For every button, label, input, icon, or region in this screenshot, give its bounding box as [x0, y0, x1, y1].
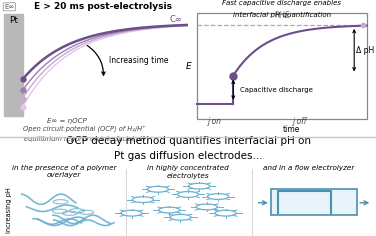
Text: Increasing time: Increasing time	[109, 56, 168, 65]
Bar	[271, 189, 357, 215]
Text: interfacial pH quantification: interfacial pH quantification	[233, 12, 331, 18]
Text: in the presence of a polymer
overlayer: in the presence of a polymer overlayer	[12, 165, 116, 178]
Text: Δ pH: Δ pH	[356, 46, 374, 55]
Text: E > 20 ms post-electrolysis: E > 20 ms post-electrolysis	[34, 2, 173, 11]
Text: RHE: RHE	[274, 11, 290, 20]
Text: increasing pH: increasing pH	[6, 187, 12, 233]
FancyArrowPatch shape	[87, 45, 105, 75]
Text: Pt: Pt	[9, 16, 18, 25]
Text: and in a flow electrolyzer: and in a flow electrolyzer	[262, 165, 354, 172]
Text: Pt gas diffusion electrodes...: Pt gas diffusion electrodes...	[114, 151, 262, 161]
Text: equilibrium reports on interfacial pH: equilibrium reports on interfacial pH	[24, 136, 145, 142]
Text: E∞: E∞	[4, 4, 15, 10]
Text: E∞ = ηOCP: E∞ = ηOCP	[47, 118, 87, 124]
Text: E: E	[185, 62, 191, 71]
Text: j off: j off	[293, 117, 307, 126]
Text: C∞: C∞	[170, 15, 182, 24]
Text: Open circuit potential (OCP) of H₂/H⁺: Open circuit potential (OCP) of H₂/H⁺	[23, 126, 146, 134]
Text: OCP decay method quantifies interfacial pH on: OCP decay method quantifies interfacial …	[65, 136, 311, 146]
Text: in highly concentrated
electrolytes: in highly concentrated electrolytes	[147, 165, 229, 179]
Text: time: time	[282, 125, 300, 134]
Bar	[4, 14, 23, 116]
Text: j on: j on	[208, 117, 222, 126]
Text: Capacitive discharge: Capacitive discharge	[241, 87, 313, 93]
Text: Fast capacitive discharge enables: Fast capacitive discharge enables	[223, 0, 341, 6]
